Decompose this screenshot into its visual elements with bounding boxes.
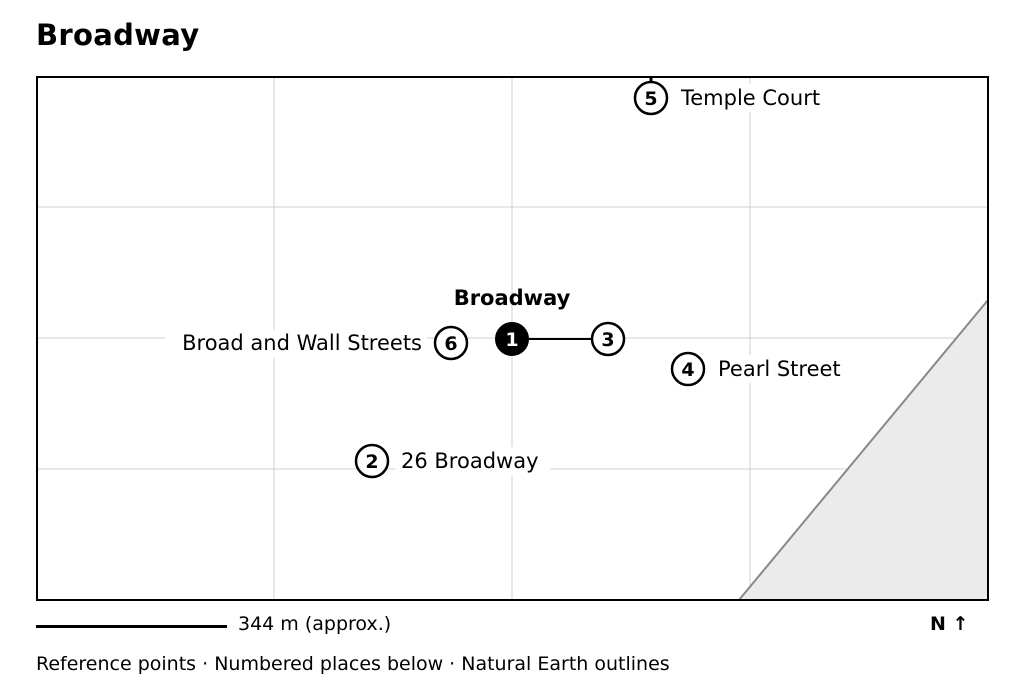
place-marker-2[interactable]: 2 (354, 443, 390, 479)
marker-number: 5 (644, 88, 657, 110)
map-frame (36, 76, 989, 601)
label-halo (712, 355, 852, 383)
place-marker-5[interactable]: 5 (633, 80, 669, 116)
scale-bar (36, 625, 227, 628)
place-label-6: Broad and Wall Streets (182, 331, 422, 355)
marker-number: 2 (365, 451, 378, 473)
coastline (738, 299, 989, 601)
label-halo (395, 447, 550, 475)
marker-number: 4 (681, 359, 694, 381)
place-marker-6[interactable]: 6 (433, 325, 469, 361)
place-marker-3[interactable]: 3 (590, 321, 626, 357)
label-halo (675, 84, 831, 112)
map-caption: Reference points · Numbered places below… (36, 653, 670, 675)
place-label-4: Pearl Street (718, 357, 841, 381)
place-label-2: 26 Broadway (401, 449, 539, 473)
place-marker-1[interactable]: 1 (495, 322, 529, 356)
map-title: Broadway (36, 18, 200, 52)
north-arrow: N ↑ (930, 613, 969, 635)
place-label-5: Temple Court (680, 86, 820, 110)
marker-number: 6 (444, 333, 457, 355)
marker-number: 1 (505, 329, 518, 351)
scale-label: 344 m (approx.) (238, 613, 392, 635)
marker-number: 3 (601, 329, 614, 351)
place-marker-4[interactable]: 4 (670, 351, 706, 387)
label-halo (165, 330, 427, 358)
center-label: Broadway (454, 286, 571, 310)
